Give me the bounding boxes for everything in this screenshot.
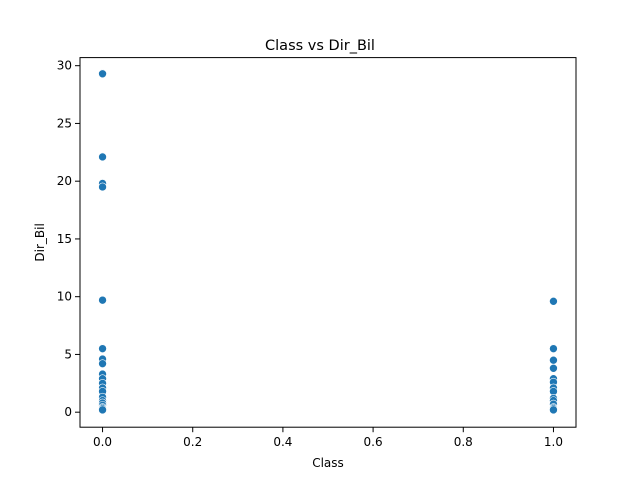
x-tick-label: 0.8 bbox=[454, 435, 473, 449]
data-point bbox=[98, 182, 107, 192]
x-tick-label: 0.2 bbox=[183, 435, 202, 449]
y-tick-label: 25 bbox=[57, 116, 72, 130]
data-point bbox=[98, 344, 107, 353]
x-tick-label: 0.6 bbox=[364, 435, 383, 449]
y-tick-label: 10 bbox=[57, 290, 72, 304]
y-axis-ticks: 0 5 10 15 20 25 30 bbox=[57, 59, 80, 419]
y-tick-label: 15 bbox=[57, 232, 72, 246]
data-point bbox=[549, 297, 558, 306]
x-tick-label: 0.0 bbox=[93, 435, 112, 449]
y-tick-label: 20 bbox=[57, 174, 72, 188]
y-tick-label: 5 bbox=[64, 347, 72, 361]
data-point bbox=[98, 69, 107, 79]
y-tick-label: 30 bbox=[57, 59, 72, 73]
data-point bbox=[549, 405, 558, 415]
y-tick-label: 0 bbox=[64, 405, 72, 419]
data-point bbox=[98, 359, 107, 368]
x-axis-ticks: 0.0 0.2 0.4 0.6 0.8 1.0 bbox=[93, 427, 563, 449]
y-axis-label: Dir_Bil bbox=[33, 223, 47, 261]
data-point bbox=[98, 152, 107, 162]
x-tick-label: 0.4 bbox=[273, 435, 292, 449]
data-point bbox=[549, 363, 558, 373]
plot-area-frame bbox=[79, 57, 577, 428]
x-axis-label: Class bbox=[312, 456, 344, 470]
data-point bbox=[549, 344, 558, 353]
data-point bbox=[549, 355, 558, 365]
x-tick-label: 1.0 bbox=[544, 435, 563, 449]
data-point bbox=[98, 295, 107, 305]
data-points bbox=[98, 69, 558, 415]
data-point bbox=[98, 405, 107, 415]
chart-title: Class vs Dir_Bil bbox=[265, 38, 375, 54]
